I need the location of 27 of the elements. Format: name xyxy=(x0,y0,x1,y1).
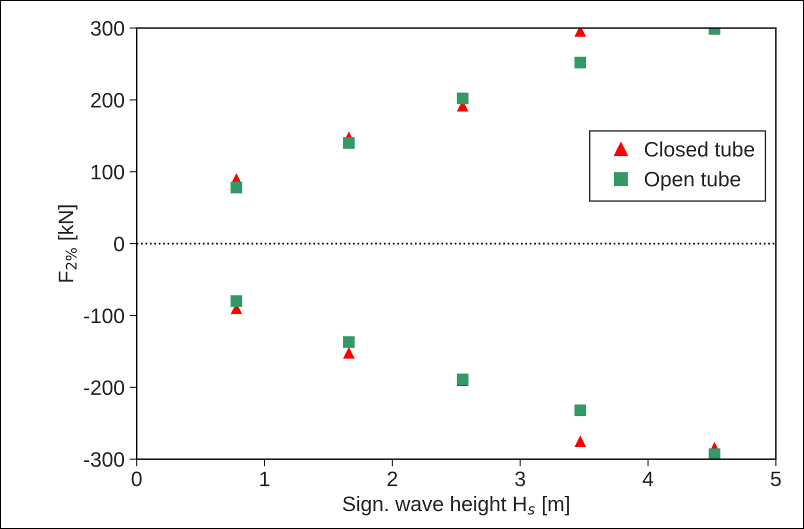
x-tick-label: 1 xyxy=(260,472,270,486)
point xyxy=(230,182,242,194)
y-tick-label: 200 xyxy=(91,92,124,108)
point xyxy=(574,404,586,416)
x-tick-label: 0 xyxy=(132,472,142,486)
point xyxy=(343,336,355,348)
y-tick-label: 100 xyxy=(92,164,124,180)
y-tick-label: -300 xyxy=(84,452,124,467)
point xyxy=(343,137,355,149)
y-axis-title: F$_{2%}$ [kN] xyxy=(58,205,78,282)
legend-label: Closed tube xyxy=(644,141,754,157)
y-tick-label: 0 xyxy=(114,236,124,252)
x-axis-title: Sign. wave height H$_{s}$ [m] xyxy=(342,496,569,516)
point xyxy=(230,295,242,307)
point xyxy=(574,56,586,68)
point xyxy=(708,448,720,460)
x-tick-label: 5 xyxy=(770,472,781,486)
x-tick-label: 2 xyxy=(388,472,398,486)
x-tick-label: 4 xyxy=(642,472,654,486)
legend-label: Open tube xyxy=(644,171,740,191)
point xyxy=(574,435,586,448)
point xyxy=(456,92,468,104)
point xyxy=(343,347,355,359)
y-tick-label: 300 xyxy=(90,21,124,36)
y-tick-label: -100 xyxy=(84,308,124,324)
y-tick-label: -200 xyxy=(84,380,124,396)
x-tick-label: 3 xyxy=(515,472,526,486)
